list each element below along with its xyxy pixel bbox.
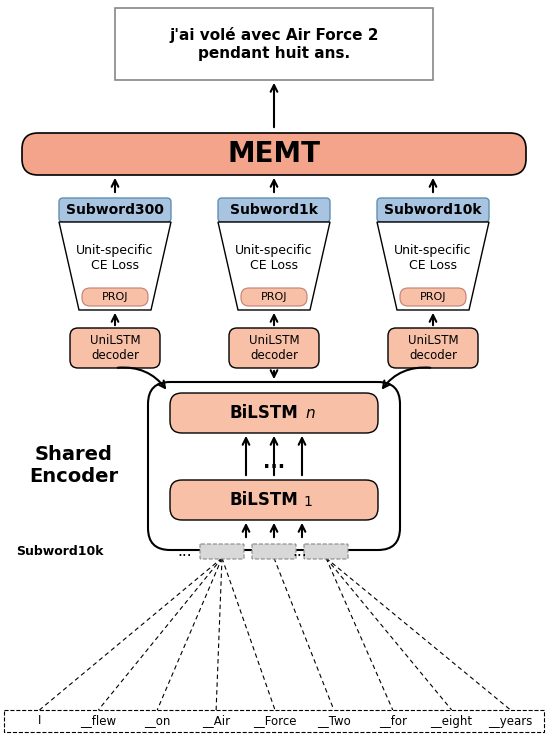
FancyBboxPatch shape (388, 328, 478, 368)
Text: j'ai volé avec Air Force 2
pendant huit ans.: j'ai volé avec Air Force 2 pendant huit … (169, 27, 379, 61)
Text: BiLSTM: BiLSTM (230, 491, 298, 509)
Text: UniLSTM
decoder: UniLSTM decoder (408, 334, 458, 362)
Polygon shape (59, 222, 171, 310)
Bar (115, 8, 433, 80)
FancyBboxPatch shape (218, 198, 330, 222)
Text: ...: ... (178, 544, 192, 559)
FancyArrowPatch shape (383, 368, 430, 388)
FancyBboxPatch shape (400, 288, 466, 306)
Text: Shared
Encoder: Shared Encoder (30, 446, 118, 486)
Text: PROJ: PROJ (102, 292, 128, 302)
Text: ...: ... (263, 453, 285, 472)
Text: UniLSTM
decoder: UniLSTM decoder (249, 334, 299, 362)
FancyBboxPatch shape (377, 198, 489, 222)
Text: __on: __on (144, 714, 170, 728)
Text: Subword10k: Subword10k (384, 203, 482, 217)
Text: __eight: __eight (431, 714, 473, 728)
FancyBboxPatch shape (148, 382, 400, 550)
FancyBboxPatch shape (304, 544, 348, 559)
Text: UniLSTM
decoder: UniLSTM decoder (90, 334, 140, 362)
FancyBboxPatch shape (82, 288, 148, 306)
FancyBboxPatch shape (22, 133, 526, 175)
FancyBboxPatch shape (70, 328, 160, 368)
Text: __flew: __flew (80, 714, 116, 728)
Text: ...: ... (293, 544, 307, 559)
FancyBboxPatch shape (170, 480, 378, 520)
Text: Unit-specific
CE Loss: Unit-specific CE Loss (235, 244, 313, 272)
Polygon shape (218, 222, 330, 310)
Text: n: n (305, 407, 315, 421)
Text: PROJ: PROJ (420, 292, 446, 302)
FancyBboxPatch shape (241, 288, 307, 306)
Text: __Two: __Two (317, 714, 351, 728)
Text: __years: __years (488, 714, 533, 728)
Text: __for: __for (379, 714, 407, 728)
Text: Unit-specific
CE Loss: Unit-specific CE Loss (76, 244, 154, 272)
Bar (4, 710, 544, 732)
FancyArrowPatch shape (118, 368, 165, 388)
Text: Subword1k: Subword1k (230, 203, 318, 217)
Text: Subword300: Subword300 (66, 203, 164, 217)
Polygon shape (377, 222, 489, 310)
Text: __Force: __Force (253, 714, 297, 728)
Text: Unit-specific
CE Loss: Unit-specific CE Loss (394, 244, 472, 272)
FancyBboxPatch shape (170, 393, 378, 433)
Text: 1: 1 (304, 495, 312, 509)
FancyBboxPatch shape (200, 544, 244, 559)
Text: PROJ: PROJ (261, 292, 287, 302)
Text: MEMT: MEMT (227, 140, 321, 168)
FancyBboxPatch shape (59, 198, 171, 222)
FancyBboxPatch shape (229, 328, 319, 368)
Text: I: I (38, 714, 41, 728)
Text: __Air: __Air (202, 714, 230, 728)
Text: BiLSTM: BiLSTM (230, 404, 298, 422)
Text: Subword10k: Subword10k (16, 545, 104, 558)
FancyBboxPatch shape (252, 544, 296, 559)
